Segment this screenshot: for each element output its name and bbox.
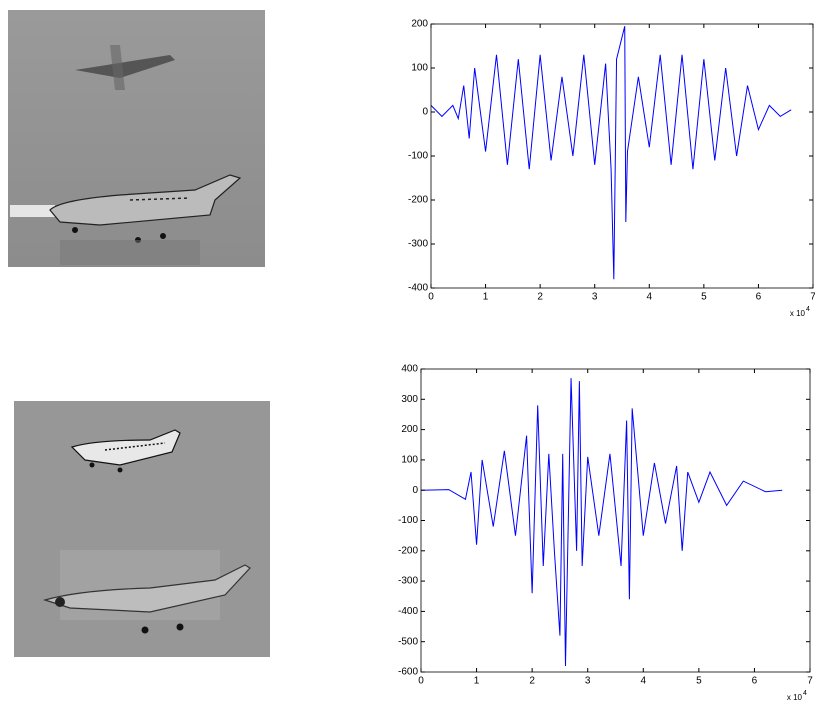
x-scale-label: x 10 <box>790 309 806 318</box>
x-tick-label: 6 <box>756 292 762 303</box>
x-tick-label: 4 <box>641 676 647 687</box>
y-tick-label: -100 <box>408 151 428 162</box>
x-tick-label: 7 <box>807 676 813 687</box>
x-tick-label: 2 <box>529 676 535 687</box>
y-tick-label: 0 <box>422 107 428 118</box>
x-scale-exponent: 4 <box>806 306 810 313</box>
y-tick-label: 300 <box>401 394 418 405</box>
x-tick-label: 5 <box>701 292 707 303</box>
y-tick-label: -200 <box>398 545 418 556</box>
axes-box <box>421 369 810 672</box>
signal-line <box>420 378 783 666</box>
signal-line <box>430 26 792 280</box>
image-bottom <box>14 401 270 657</box>
x-tick-label: 6 <box>752 676 758 687</box>
x-tick-label: 0 <box>428 292 434 303</box>
y-tick-label: -600 <box>398 667 418 678</box>
y-tick-label: -300 <box>398 576 418 587</box>
axes-box <box>431 24 813 288</box>
x-tick-label: 0 <box>418 676 424 687</box>
y-tick-label: 200 <box>401 424 418 435</box>
y-tick-label: 0 <box>412 485 418 496</box>
x-tick-label: 1 <box>483 292 489 303</box>
y-tick-label: -400 <box>408 283 428 294</box>
x-scale-exponent: 4 <box>803 690 807 697</box>
x-tick-label: 2 <box>537 292 543 303</box>
x-tick-label: 5 <box>696 676 702 687</box>
y-tick-label: 400 <box>401 364 418 375</box>
x-tick-label: 3 <box>585 676 591 687</box>
x-tick-label: 1 <box>474 676 480 687</box>
y-tick-label: -200 <box>408 195 428 206</box>
x-tick-label: 4 <box>647 292 653 303</box>
plot: -600 -500 -400 -300 -200 -100 0 100 200 300 400 0 1 2… <box>398 364 813 702</box>
x-tick-label: 3 <box>592 292 598 303</box>
image-top <box>8 10 265 267</box>
x-scale-label: x 10 <box>787 693 803 702</box>
y-tick-label: -100 <box>398 515 418 526</box>
y-tick-label: -500 <box>398 636 418 647</box>
y-tick-label: 200 <box>411 19 428 30</box>
y-tick-label: -400 <box>398 606 418 617</box>
y-tick-label: 100 <box>401 455 418 466</box>
y-tick-label: -300 <box>408 239 428 250</box>
y-tick-label: 100 <box>411 63 428 74</box>
x-tick-label: 7 <box>810 292 815 303</box>
